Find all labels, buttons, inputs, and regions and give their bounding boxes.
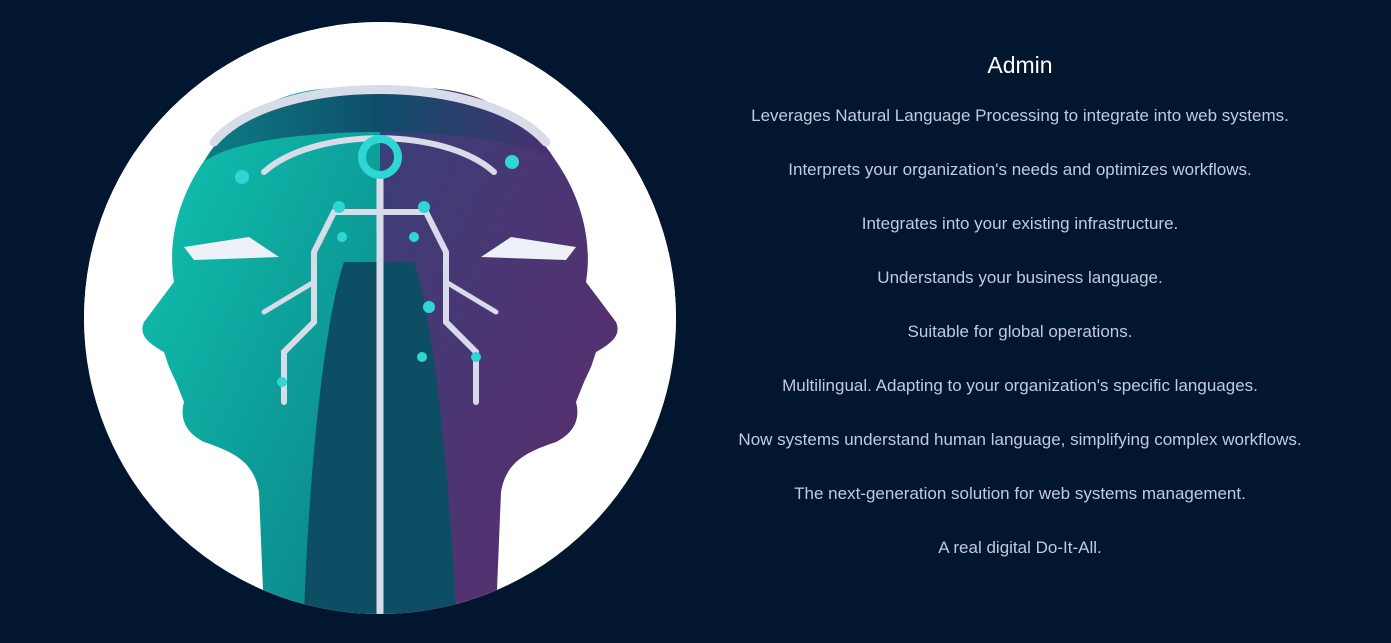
feature-item: The next-generation solution for web sys… xyxy=(794,484,1246,503)
page-title: Admin xyxy=(987,52,1053,78)
feature-item: Suitable for global operations. xyxy=(907,322,1133,341)
feature-panel: Admin Leverages Natural Language Process… xyxy=(700,48,1340,588)
feature-item: A real digital Do-It-All. xyxy=(938,538,1102,557)
dual-ai-head-illustration xyxy=(84,22,676,614)
feature-item: Integrates into your existing infrastruc… xyxy=(861,214,1179,233)
feature-list: Leverages Natural Language Processing to… xyxy=(700,102,1340,588)
feature-item: Understands your business language. xyxy=(877,268,1163,287)
dual-ai-head-icon xyxy=(84,22,676,614)
feature-item: Now systems understand human language, s… xyxy=(738,430,1302,449)
feature-item: Multilingual. Adapting to your organizat… xyxy=(782,376,1258,395)
feature-item: Leverages Natural Language Processing to… xyxy=(751,106,1289,125)
feature-item: Interprets your organization's needs and… xyxy=(788,160,1252,179)
